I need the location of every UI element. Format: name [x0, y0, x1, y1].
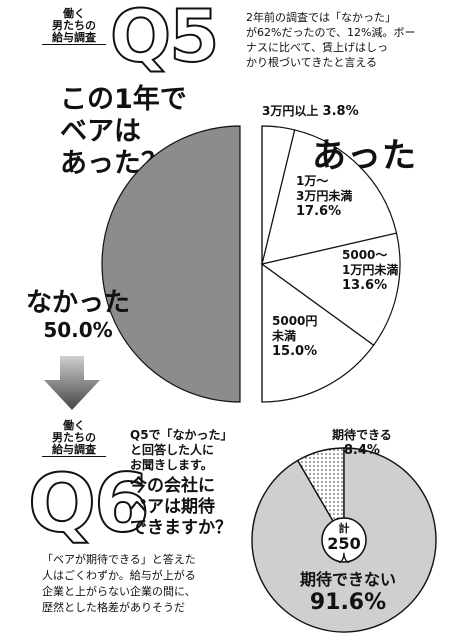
q6-question: 今の会社に ベアは期待 できますか？ — [130, 476, 232, 538]
q6-note: 「ベアが期待できる」と答えた 人はごくわずか。給与が上がる 企業と上がらない企業… — [42, 553, 196, 614]
pie-slice-5000-under — [261, 262, 375, 403]
q5-label-3man: 3万円以上 3.8% — [262, 104, 359, 119]
q6-pie-chart — [251, 447, 437, 633]
q6-center-disc — [321, 517, 367, 563]
q5-number: Q5 — [109, 0, 220, 79]
q5-label-1man: 1万～ 3万円未満 17.6% — [296, 174, 353, 219]
q6-label-yes: 期待できる 8.4% — [332, 428, 392, 458]
pie-slice-kitai-dekinai — [251, 447, 437, 633]
q5-note: 2年前の調査では「なかった」 が62%だったので、12%減。ボー ナスに比べて、… — [246, 11, 416, 69]
pie-slice-nakatta — [101, 125, 241, 403]
down-arrow-icon — [44, 356, 100, 410]
q6-badge: 働く 男たちの 給与調査 — [42, 420, 106, 457]
q5-yes-label: あった — [312, 136, 417, 176]
q6-total: 計 250 人 — [327, 522, 361, 565]
q6-label-no: 期待できない 91.6% — [299, 570, 396, 615]
q6-question-intro: Q5で「なかった」 と回答した人に お聞きします。 — [130, 428, 233, 472]
q5-pie-chart — [101, 125, 401, 403]
pie-slice-1man-3man — [261, 129, 398, 265]
pie-slice-5000-1man — [260, 232, 401, 346]
q6-number: Q6 — [27, 456, 151, 551]
q5-label-5000-1man: 5000～ 1万円未満 13.6% — [342, 248, 399, 293]
q5-no-label: なかった 50.0% — [26, 288, 131, 342]
q5-badge: 働く 男たちの 給与調査 — [42, 8, 106, 45]
q5-label-5000under: 5000円 未満 15.0% — [272, 314, 318, 359]
